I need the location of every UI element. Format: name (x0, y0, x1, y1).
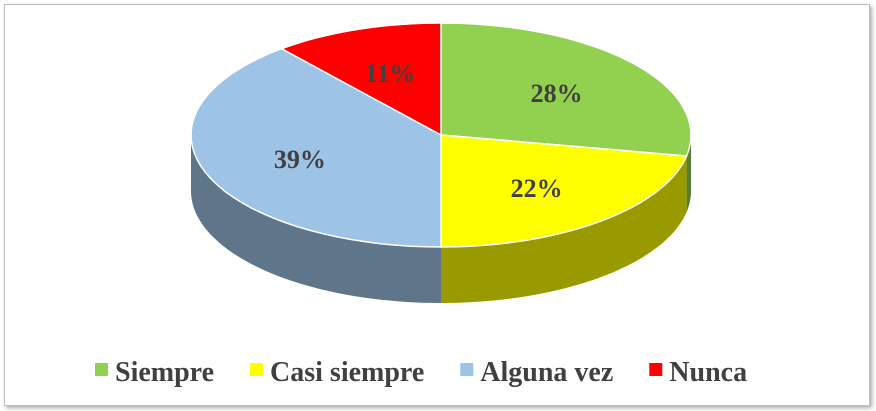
legend-label: Siempre (115, 357, 214, 388)
legend-label: Casi siempre (270, 357, 424, 388)
legend-swatch (250, 363, 264, 376)
slice (279, 22, 442, 137)
slice (190, 47, 442, 248)
slice-side (441, 155, 687, 303)
legend-label: Alguna vez (480, 357, 613, 388)
legend-swatch (95, 363, 108, 376)
slice (440, 22, 692, 157)
slice-side (191, 135, 441, 303)
slice-side-shade (441, 155, 687, 303)
chart: 28% 22% 39% 11% Siempre Casi siempre Alguna ve… (95, 22, 747, 388)
slice-side-shade (191, 135, 441, 303)
data-label: 28% (531, 79, 583, 108)
data-label: 11% (365, 59, 416, 88)
data-label: 39% (274, 145, 326, 174)
slice (440, 134, 688, 248)
chart-frame: 28% 22% 39% 11% Siempre Casi siempre Alguna ve… (4, 4, 870, 406)
legend-swatch (649, 363, 663, 376)
legend-swatch (460, 363, 474, 376)
data-label: 22% (511, 174, 563, 203)
legend-label: Nunca (669, 357, 747, 388)
